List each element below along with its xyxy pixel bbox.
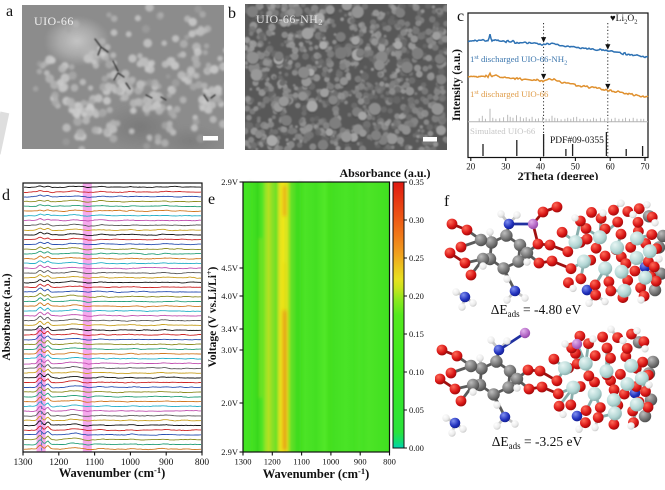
svg-text:Voltage (V vs.Li/Li+): Voltage (V vs.Li/Li+) (205, 266, 219, 367)
svg-text:3.4V: 3.4V (221, 324, 239, 334)
svg-text:0.30: 0.30 (409, 215, 424, 225)
svg-text:PDF#09-0355: PDF#09-0355 (550, 136, 604, 146)
svg-text:2Theta (degree): 2Theta (degree) (518, 169, 599, 180)
svg-text:2.9V: 2.9V (221, 447, 239, 457)
svg-text:1200: 1200 (264, 457, 281, 467)
svg-text:800: 800 (383, 457, 396, 467)
svg-text:20: 20 (466, 162, 476, 172)
svg-text:f: f (444, 193, 450, 210)
svg-text:2.0V: 2.0V (221, 398, 239, 408)
svg-text:UIO-66: UIO-66 (34, 14, 74, 28)
svg-text:1100: 1100 (293, 457, 310, 467)
svg-text:0.20: 0.20 (409, 291, 424, 301)
svg-text:0.25: 0.25 (409, 253, 424, 263)
svg-text:d: d (2, 187, 10, 204)
svg-text:3.0V: 3.0V (221, 345, 239, 355)
svg-text:Intensity (a.u.): Intensity (a.u.) (451, 49, 463, 121)
svg-text:1st discharged UIO-66: 1st discharged UIO-66 (470, 89, 549, 99)
svg-text:0.15: 0.15 (409, 329, 424, 339)
svg-text:4.5V: 4.5V (221, 263, 239, 273)
svg-text:60: 60 (606, 162, 616, 172)
svg-text:♥Li2O2: ♥Li2O2 (610, 14, 637, 26)
svg-text:UIO-66-NH2: UIO-66-NH2 (256, 12, 323, 27)
svg-text:1300: 1300 (235, 457, 252, 467)
svg-text:ΔEads = -4.80 eV: ΔEads = -4.80 eV (491, 302, 582, 319)
svg-text:0.10: 0.10 (409, 367, 424, 377)
svg-text:70: 70 (641, 162, 651, 172)
svg-text:Absorbance (a.u.): Absorbance (a.u.) (1, 273, 13, 360)
svg-text:0.05: 0.05 (409, 405, 424, 415)
svg-text:Absorbance (a.u.): Absorbance (a.u.) (339, 168, 430, 180)
svg-text:1300: 1300 (14, 458, 33, 468)
svg-text:1000: 1000 (322, 457, 339, 467)
svg-text:c: c (457, 8, 464, 25)
svg-text:0.00: 0.00 (409, 443, 424, 453)
svg-text:4.0V: 4.0V (221, 291, 239, 301)
svg-text:Wavenumber (cm-1): Wavenumber (cm-1) (59, 465, 166, 480)
svg-text:ΔEads = -3.25 eV: ΔEads = -3.25 eV (492, 434, 583, 451)
svg-text:Simulated UIO-66: Simulated UIO-66 (470, 126, 536, 136)
svg-text:30: 30 (501, 162, 511, 172)
svg-text:2.9V: 2.9V (221, 177, 239, 187)
svg-text:e: e (208, 191, 215, 208)
svg-text:Wavenumber (cm-1): Wavenumber (cm-1) (263, 466, 370, 481)
svg-text:900: 900 (354, 457, 367, 467)
